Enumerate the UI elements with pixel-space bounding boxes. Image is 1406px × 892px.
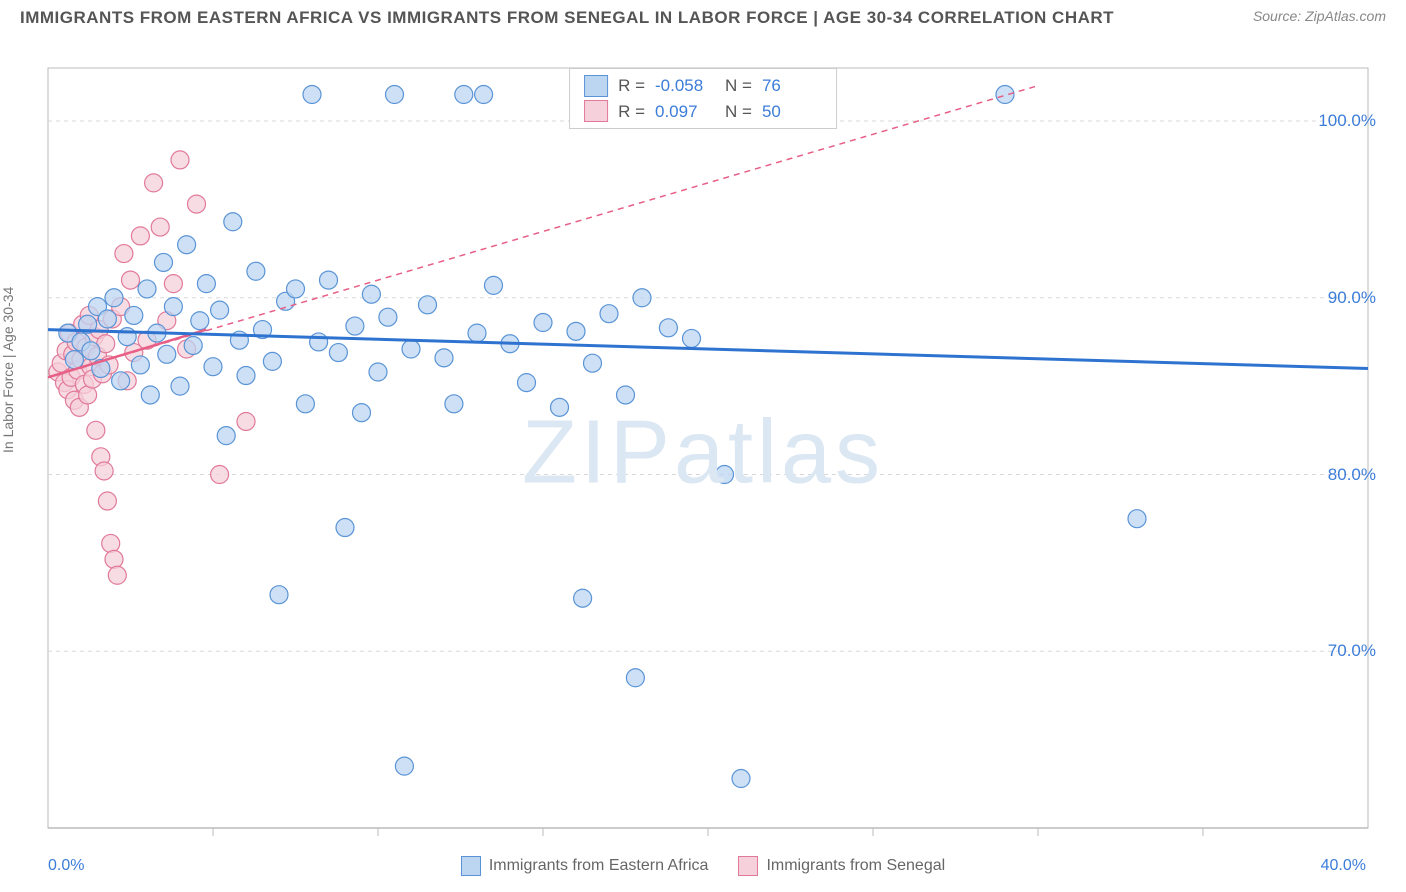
y-axis-label: In Labor Force | Age 30-34 [0, 287, 16, 453]
legend-item: Immigrants from Senegal [738, 856, 945, 876]
chart-area: In Labor Force | Age 30-34 ZIPatlas 70.0… [0, 28, 1406, 878]
y-tick-label: 100.0% [1318, 111, 1376, 131]
legend-swatch [738, 856, 758, 876]
correlation-row: R = -0.058 N = 76 [584, 73, 822, 99]
n-value: 50 [762, 99, 822, 125]
n-label: N = [725, 73, 752, 99]
legend-label: Immigrants from Eastern Africa [489, 857, 709, 875]
r-label: R = [618, 99, 645, 125]
y-tick-label: 70.0% [1328, 641, 1376, 661]
y-tick-label: 80.0% [1328, 465, 1376, 485]
legend-label: Immigrants from Senegal [766, 857, 945, 875]
correlation-legend: R = -0.058 N = 76 R = 0.097 N = 50 [569, 68, 837, 129]
n-label: N = [725, 99, 752, 125]
legend-swatch [584, 75, 608, 97]
source-label: Source: ZipAtlas.com [1253, 8, 1386, 24]
correlation-row: R = 0.097 N = 50 [584, 99, 822, 125]
y-tick-label: 90.0% [1328, 288, 1376, 308]
r-value: -0.058 [655, 73, 715, 99]
n-value: 76 [762, 73, 822, 99]
x-tick-start: 0.0% [48, 857, 84, 875]
r-value: 0.097 [655, 99, 715, 125]
legend-swatch [461, 856, 481, 876]
legend-swatch [584, 100, 608, 122]
x-tick-end: 40.0% [1321, 857, 1366, 875]
chart-title: IMMIGRANTS FROM EASTERN AFRICA VS IMMIGR… [20, 8, 1114, 28]
r-label: R = [618, 73, 645, 99]
bottom-legend: 0.0% Immigrants from Eastern Africa Immi… [0, 856, 1406, 876]
scatter-plot-svg [0, 28, 1406, 848]
legend-item: Immigrants from Eastern Africa [461, 856, 709, 876]
